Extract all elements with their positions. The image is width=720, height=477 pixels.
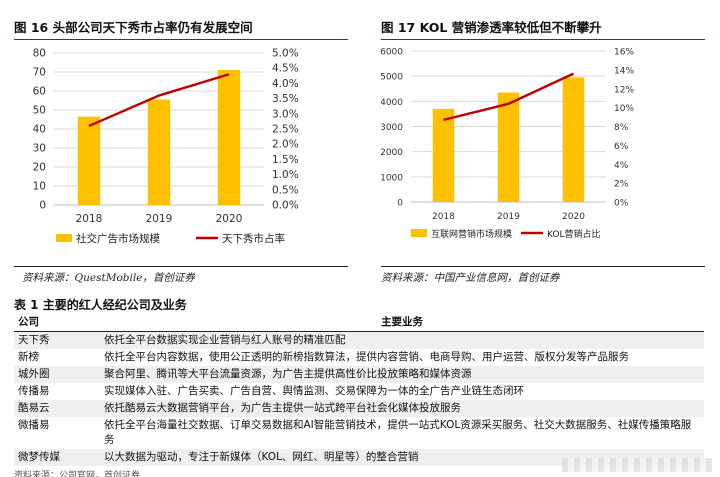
figure-16-source-rule bbox=[14, 266, 348, 267]
figure-17-title-rule bbox=[381, 39, 705, 40]
table-row: 天下秀 依托全平台数据实现企业营销与红人账号的精准匹配 bbox=[14, 331, 704, 349]
legend-line-label: KOL营销占比 bbox=[547, 228, 601, 240]
y-left-tick-label: 0 bbox=[39, 200, 46, 212]
header-business: 主要业务 bbox=[381, 316, 423, 328]
y-left-tick-label: 80 bbox=[33, 48, 46, 60]
y-left-tick-label: 50 bbox=[33, 105, 46, 117]
y-left-tick-label: 10 bbox=[33, 181, 46, 193]
x-tick-label: 2019 bbox=[146, 213, 173, 225]
y-left-tick-label: 40 bbox=[33, 124, 46, 136]
business-cell: 实现媒体入驻、广告买卖、广告自营、舆情监测、交易保障为一体的全广告产业链生态闭环 bbox=[104, 385, 524, 397]
y-left-tick-label: 30 bbox=[33, 143, 46, 155]
y-right-tick-label: 0% bbox=[614, 199, 629, 209]
bar bbox=[147, 99, 171, 205]
company-cell: 新榜 bbox=[18, 351, 39, 363]
y-right-tick-label: 6% bbox=[614, 142, 629, 152]
y-right-tick-label: 14% bbox=[614, 66, 634, 76]
y-right-tick-label: 1.5% bbox=[272, 154, 299, 166]
y-left-tick-label: 6000 bbox=[381, 48, 403, 58]
internet-marketing-chart: 0 1000 2000 3000 4000 5000 6000 0% 2% 4% 6% 8% 10% 12… bbox=[381, 48, 634, 241]
y-right-tick-label: 1.0% bbox=[272, 169, 299, 181]
y-left-tick-label: 1000 bbox=[381, 173, 403, 183]
company-cell: 传播易 bbox=[18, 385, 50, 397]
blurred-watermark bbox=[562, 458, 712, 472]
y-right-tick-label: 2.0% bbox=[272, 139, 299, 151]
table-row: 微梦传媒 以大数据为驱动，专注于新媒体（KOL、网红、明星等）的整合营销 bbox=[14, 449, 704, 466]
y-left-tick-label: 70 bbox=[33, 67, 46, 79]
y-left-tick-label: 0 bbox=[397, 199, 403, 209]
table-row: 微播易 依托全平台海量社交数据、订单交易数据和AI智能营销技术，提供一站式KOL… bbox=[14, 417, 704, 449]
business-cell: 依托酷易云大数据营销平台，为广告主提供一站式跨平台社会化媒体投放服务 bbox=[100, 400, 704, 417]
y-right-tick-label: 4% bbox=[614, 161, 629, 171]
series-line bbox=[88, 73, 230, 128]
y-left-tick-label: 4000 bbox=[381, 98, 403, 108]
series-line bbox=[443, 72, 575, 122]
company-cell: 天下秀 bbox=[14, 331, 100, 349]
x-tick-label: 2018 bbox=[432, 212, 455, 222]
legend-bar-label: 社交广告市场规模 bbox=[76, 232, 160, 245]
y-left-tick-label: 60 bbox=[33, 86, 46, 98]
y-left-tick-label: 20 bbox=[33, 162, 46, 174]
business-cell: 依托全平台内容数据，使用公正透明的新榜指数算法，提供内容营销、电商导购、用户运营… bbox=[104, 351, 629, 363]
legend-line-label: 天下秀市占率 bbox=[222, 232, 285, 245]
y-left-tick-label: 5000 bbox=[381, 73, 403, 83]
header-company: 公司 bbox=[18, 316, 39, 328]
y-right-tick-label: 2.5% bbox=[272, 124, 299, 136]
y-right-tick-label: 10% bbox=[614, 104, 634, 114]
table-source-cut: 资料来源：公司官网，首创证券 bbox=[14, 471, 141, 477]
y-right-tick-label: 4.0% bbox=[272, 78, 299, 90]
company-cell: 酷易云 bbox=[14, 400, 100, 417]
company-cell: 城外圈 bbox=[14, 366, 100, 383]
figure-17-source: 资料来源：中国产业信息网，首创证券 bbox=[381, 272, 560, 284]
bar bbox=[217, 70, 241, 205]
company-cell: 微梦传媒 bbox=[14, 449, 100, 466]
y-right-tick-label: 16% bbox=[614, 48, 634, 58]
bar bbox=[432, 108, 455, 202]
y-right-tick-label: 0.5% bbox=[272, 184, 299, 196]
figure-16-title-rule bbox=[14, 39, 348, 40]
y-right-tick-label: 3.0% bbox=[272, 108, 299, 120]
company-cell: 微播易 bbox=[18, 419, 50, 431]
y-right-tick-label: 3.5% bbox=[272, 93, 299, 105]
figure-16-title: 图 16 头部公司天下秀市占率仍有发展空间 bbox=[14, 20, 253, 35]
business-cell: 以大数据为驱动，专注于新媒体（KOL、网红、明星等）的整合营销 bbox=[100, 449, 704, 466]
figure-17-title: 图 17 KOL 营销渗透率较低但不断攀升 bbox=[381, 20, 602, 35]
bar bbox=[77, 116, 101, 205]
table-1-title: 表 1 主要的红人经纪公司及业务 bbox=[14, 298, 187, 312]
table-row: 酷易云 依托酷易云大数据营销平台，为广告主提供一站式跨平台社会化媒体投放服务 bbox=[14, 400, 704, 417]
x-tick-label: 2018 bbox=[76, 213, 103, 225]
table-header-row: 公司 主要业务 bbox=[14, 312, 704, 332]
business-cell: 依托全平台海量社交数据、订单交易数据和AI智能营销技术，提供一站式KOL资源采买… bbox=[104, 419, 692, 446]
bar bbox=[497, 92, 520, 202]
agency-business-table: 公司 主要业务 天下秀 依托全平台数据实现企业营销与红人账号的精准匹配 新榜 依… bbox=[14, 312, 704, 466]
table-row: 新榜 依托全平台内容数据，使用公正透明的新榜指数算法，提供内容营销、电商导购、用… bbox=[14, 349, 704, 366]
y-right-tick-label: 0.0% bbox=[272, 200, 299, 212]
business-cell: 依托全平台数据实现企业营销与红人账号的精准匹配 bbox=[100, 331, 704, 349]
y-right-tick-label: 8% bbox=[614, 123, 629, 133]
y-right-tick-label: 12% bbox=[614, 85, 634, 95]
y-right-tick-label: 4.5% bbox=[272, 63, 299, 75]
x-tick-label: 2019 bbox=[497, 212, 520, 222]
x-tick-label: 2020 bbox=[216, 213, 243, 225]
table-row: 城外圈 聚合阿里、腾讯等大平台流量资源，为广告主提供高性价比投放策略和媒体资源 bbox=[14, 366, 704, 383]
legend-bar-swatch bbox=[411, 229, 427, 237]
y-left-tick-label: 2000 bbox=[381, 148, 403, 158]
x-tick-label: 2020 bbox=[562, 212, 585, 222]
legend-bar-label: 互联网营销市场规模 bbox=[431, 228, 512, 240]
business-cell: 聚合阿里、腾讯等大平台流量资源，为广告主提供高性价比投放策略和媒体资源 bbox=[100, 366, 704, 383]
table-row: 传播易 实现媒体入驻、广告买卖、广告自营、舆情监测、交易保障为一体的全广告产业链… bbox=[14, 383, 704, 400]
figure-16-source: 资料来源：QuestMobile，首创证券 bbox=[22, 272, 195, 284]
figure-17-source-rule bbox=[381, 266, 705, 267]
y-right-tick-label: 2% bbox=[614, 180, 629, 190]
y-left-tick-label: 3000 bbox=[381, 123, 403, 133]
social-ad-market-chart: 0 10 20 30 40 50 60 70 80 0.0% 0.5% 1.0% 1.5% 2.0% 2.5… bbox=[33, 48, 299, 246]
legend-bar-swatch bbox=[56, 234, 72, 242]
y-right-tick-label: 5.0% bbox=[272, 48, 299, 60]
bar bbox=[562, 77, 585, 202]
